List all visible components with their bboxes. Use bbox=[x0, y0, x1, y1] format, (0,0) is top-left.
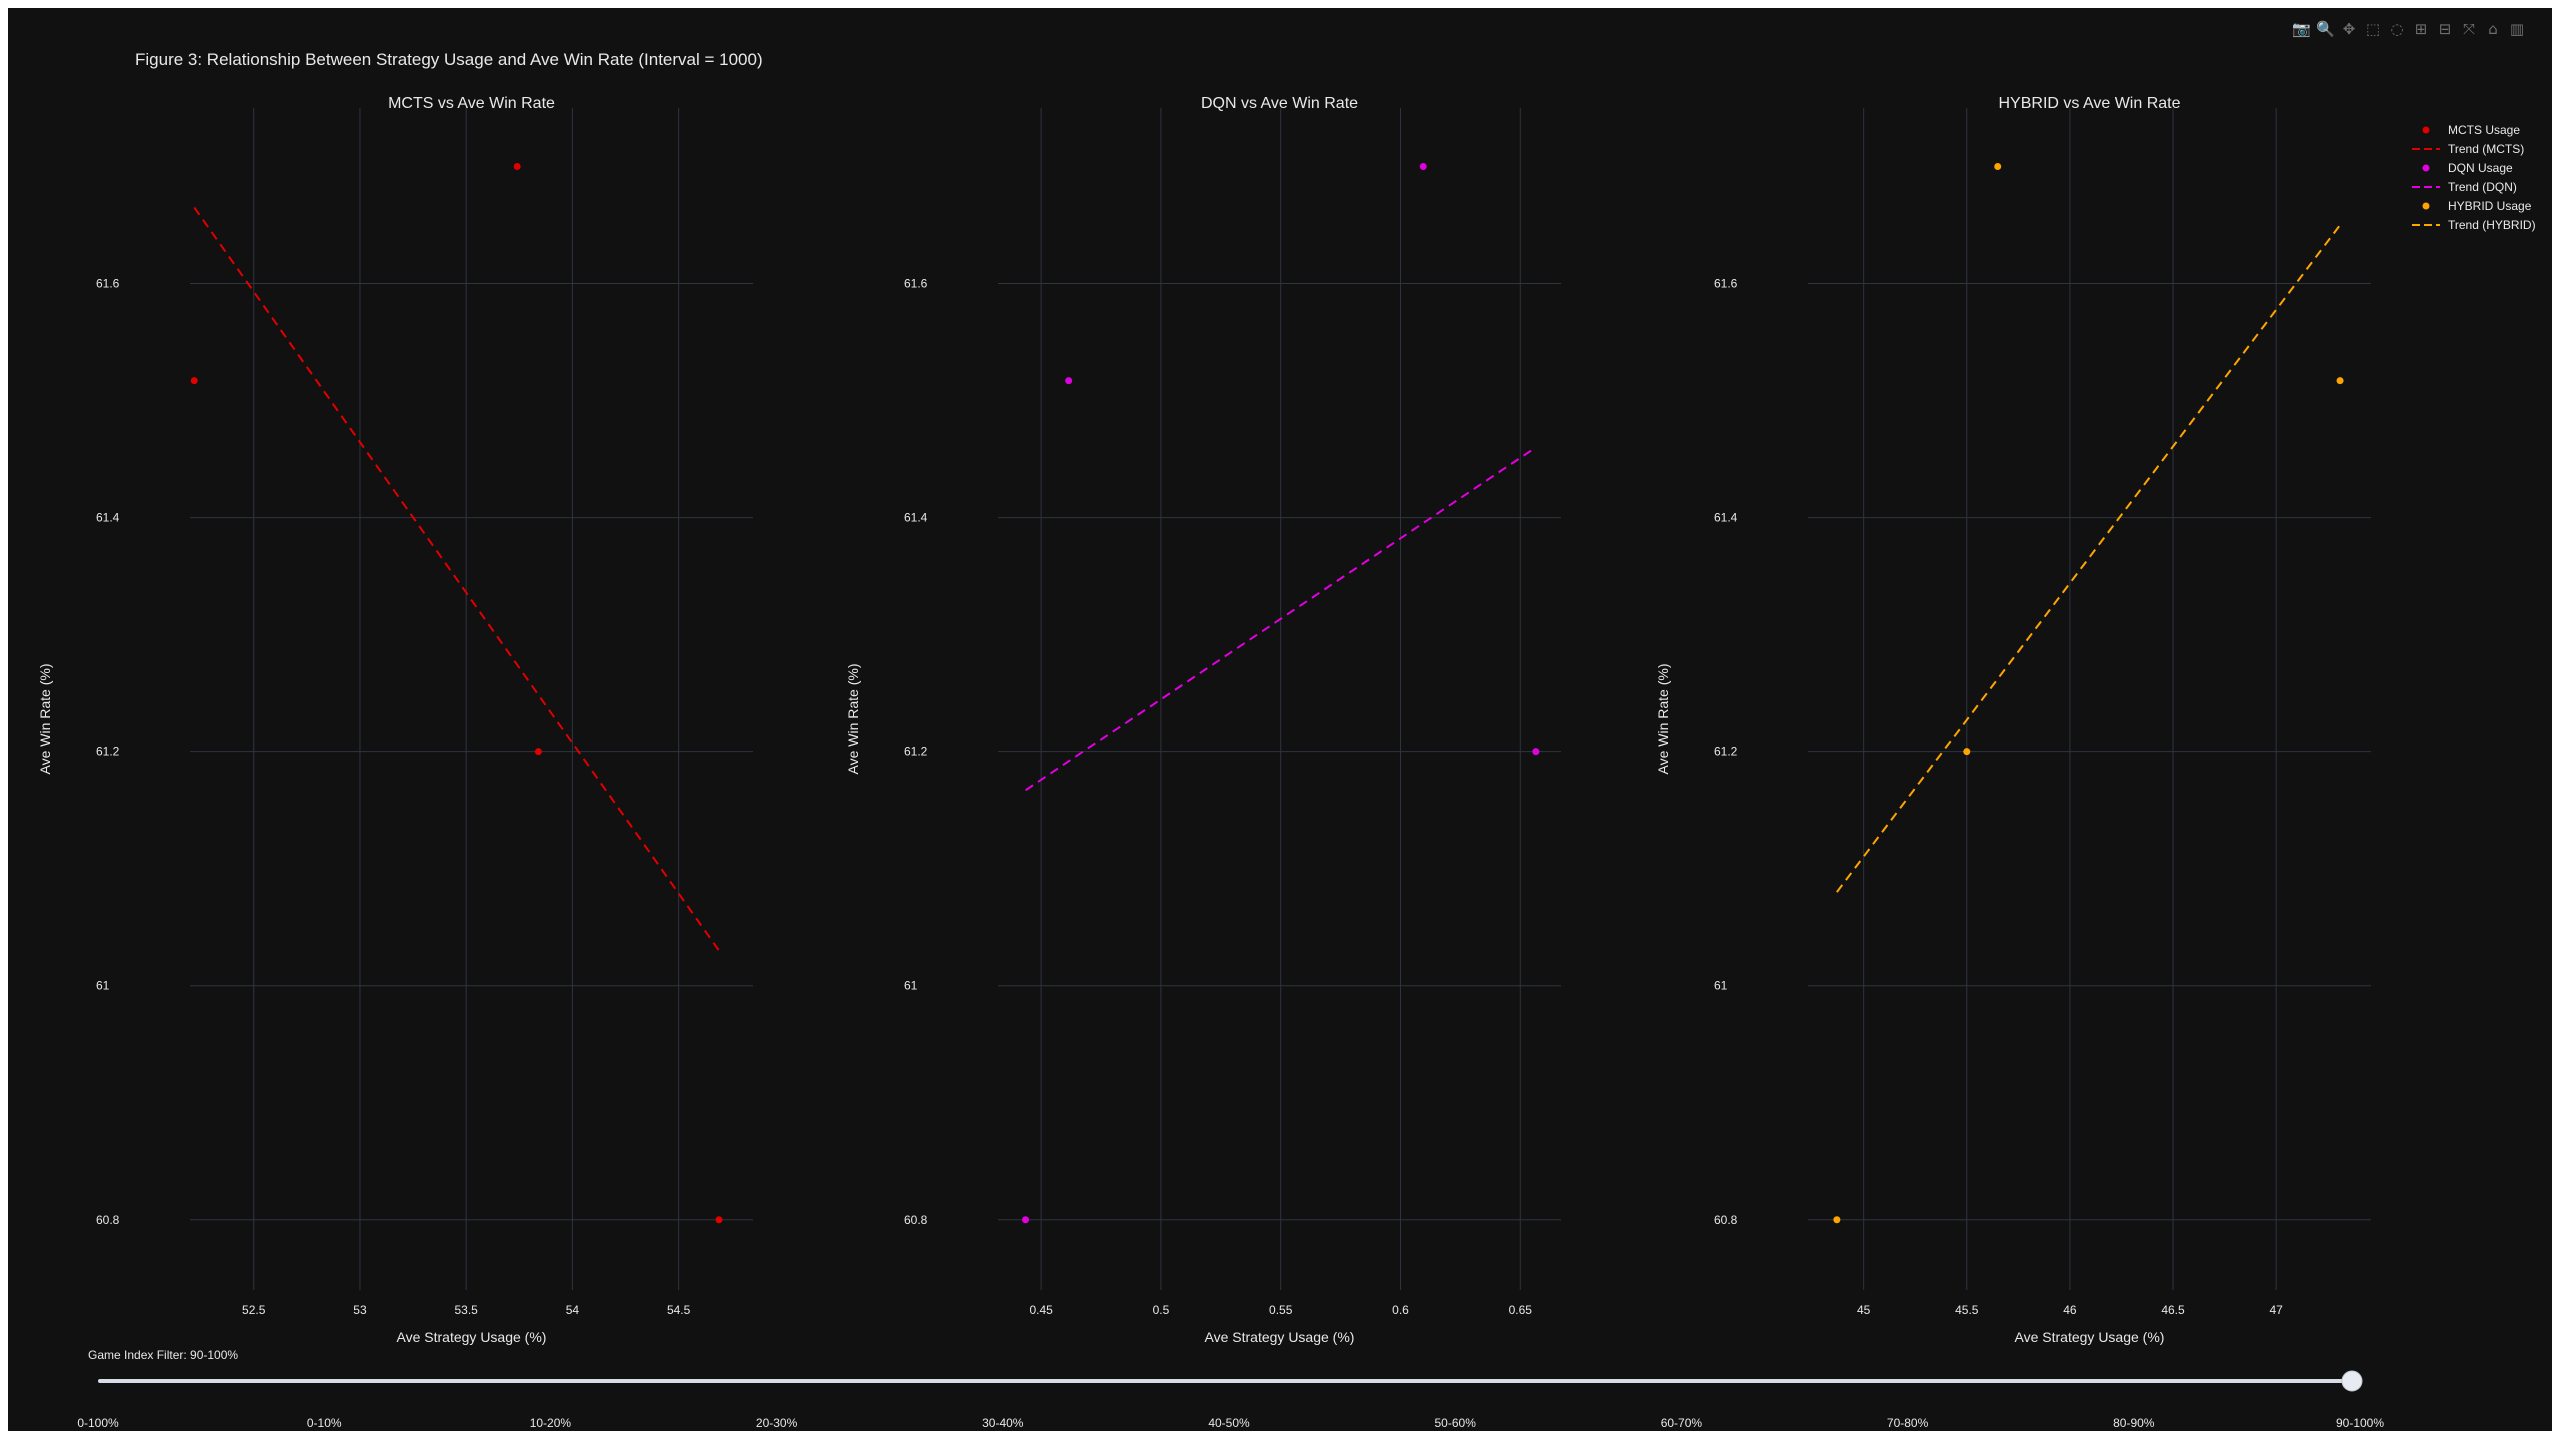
x-axis-title: Ave Strategy Usage (%) bbox=[2015, 1329, 2165, 1345]
data-point[interactable] bbox=[534, 748, 542, 756]
slider-step-label[interactable]: 70-80% bbox=[1887, 1416, 1929, 1430]
x-tick-label: 46 bbox=[2063, 1303, 2077, 1317]
y-tick-label: 61 bbox=[904, 979, 918, 993]
slider-step-label[interactable]: 80-90% bbox=[2113, 1416, 2155, 1430]
subplot-2: 45 45.5 46 46.5 47 60.8 61 61.2 61.4 61.6 HYBRID v… bbox=[1655, 95, 2371, 1345]
slider-step-label[interactable]: 50-60% bbox=[1435, 1416, 1477, 1430]
data-point[interactable] bbox=[190, 377, 198, 385]
x-tick-label: 0.65 bbox=[1509, 1303, 1533, 1317]
data-point[interactable] bbox=[2336, 377, 2344, 385]
y-tick-label: 61.6 bbox=[1714, 277, 1738, 291]
data-point[interactable] bbox=[1419, 163, 1427, 171]
subplot-title: MCTS vs Ave Win Rate bbox=[388, 95, 555, 112]
slider-rail[interactable] bbox=[98, 1379, 2352, 1383]
legend-marker bbox=[2422, 164, 2430, 172]
slider-step-label[interactable]: 20-30% bbox=[756, 1416, 798, 1430]
data-point[interactable] bbox=[1065, 377, 1073, 385]
x-tick-label: 54.5 bbox=[667, 1303, 691, 1317]
trend-line bbox=[1024, 446, 1537, 792]
reset-axes-icon[interactable]: ⌂ bbox=[2488, 20, 2498, 38]
legend-label: Trend (DQN) bbox=[2448, 180, 2517, 194]
legend[interactable]: MCTS Usage Trend (MCTS) DQN Usage Trend (DQ… bbox=[2412, 123, 2536, 232]
plotly-logo-icon[interactable]: ▥ bbox=[2509, 20, 2525, 38]
slider-step-label[interactable]: 90-100% bbox=[2336, 1416, 2384, 1430]
data-point[interactable] bbox=[715, 1216, 723, 1224]
subplot-0: 52.5 53 53.5 54 54.5 60.8 61 61.2 61.4 61.6 MCTS v… bbox=[37, 95, 753, 1345]
subplot-title: DQN vs Ave Win Rate bbox=[1201, 95, 1358, 112]
data-point[interactable] bbox=[1994, 163, 2002, 171]
legend-marker bbox=[2422, 126, 2430, 134]
y-tick-label: 61.2 bbox=[904, 745, 928, 759]
x-tick-label: 0.45 bbox=[1029, 1303, 1053, 1317]
x-tick-label: 45.5 bbox=[1955, 1303, 1979, 1317]
y-tick-label: 60.8 bbox=[904, 1213, 928, 1227]
slider-step-label[interactable]: 0-100% bbox=[77, 1416, 119, 1430]
trend-line bbox=[1836, 224, 2341, 893]
box-select-icon[interactable]: ⬚ bbox=[2365, 20, 2381, 38]
y-tick-label: 61.4 bbox=[96, 511, 120, 525]
x-axis-title: Ave Strategy Usage (%) bbox=[1205, 1329, 1355, 1345]
pan-icon[interactable]: ✥ bbox=[2342, 20, 2356, 38]
modebar: 📷 🔍 ✥ ⬚ ◌ ⊞ ⊟ ⤧ ⌂ ▥ bbox=[2292, 20, 2526, 38]
figure-frame: 📷 🔍 ✥ ⬚ ◌ ⊞ ⊟ ⤧ ⌂ ▥ Figure 3: Relationship Betwee… bbox=[8, 8, 2552, 1431]
data-point[interactable] bbox=[513, 163, 521, 171]
subplot-1: 0.45 0.5 0.55 0.6 0.65 60.8 61 61.2 61.4 61.6 DQN … bbox=[845, 95, 1561, 1345]
slider-step-label[interactable]: 30-40% bbox=[982, 1416, 1024, 1430]
x-tick-label: 52.5 bbox=[242, 1303, 266, 1317]
data-point[interactable] bbox=[1532, 748, 1540, 756]
slider-step-label[interactable]: 10-20% bbox=[530, 1416, 572, 1430]
x-tick-label: 46.5 bbox=[2161, 1303, 2185, 1317]
camera-icon[interactable]: 📷 bbox=[2292, 20, 2311, 38]
legend-label: HYBRID Usage bbox=[2448, 199, 2532, 213]
y-tick-label: 61.2 bbox=[1714, 745, 1738, 759]
x-tick-label: 45 bbox=[1857, 1303, 1871, 1317]
x-tick-label: 47 bbox=[2269, 1303, 2283, 1317]
y-tick-label: 61 bbox=[1714, 979, 1728, 993]
x-tick-label: 0.55 bbox=[1269, 1303, 1293, 1317]
y-tick-label: 61 bbox=[96, 979, 110, 993]
legend-label: Trend (HYBRID) bbox=[2448, 218, 2536, 232]
data-point[interactable] bbox=[1022, 1216, 1030, 1224]
x-tick-label: 0.6 bbox=[1392, 1303, 1409, 1317]
game-index-slider[interactable]: Game Index Filter: 90-100% 0-100% 0-10% 10… bbox=[77, 1348, 2384, 1430]
zoom-icon[interactable]: 🔍 bbox=[2316, 20, 2335, 38]
legend-label: DQN Usage bbox=[2448, 161, 2513, 175]
figure-title: Figure 3: Relationship Between Strategy … bbox=[135, 50, 763, 69]
y-tick-label: 61.2 bbox=[96, 745, 120, 759]
y-tick-label: 60.8 bbox=[1714, 1213, 1738, 1227]
y-tick-label: 61.6 bbox=[904, 277, 928, 291]
data-point[interactable] bbox=[1963, 748, 1971, 756]
legend-marker bbox=[2422, 202, 2430, 210]
zoom-in-icon[interactable]: ⊞ bbox=[2414, 20, 2428, 38]
y-tick-label: 61.6 bbox=[96, 277, 120, 291]
trend-line bbox=[193, 206, 720, 952]
subplot-title: HYBRID vs Ave Win Rate bbox=[1999, 95, 2181, 112]
autoscale-icon[interactable]: ⤧ bbox=[2462, 20, 2475, 38]
y-axis-title: Ave Win Rate (%) bbox=[37, 664, 53, 775]
y-tick-label: 61.4 bbox=[904, 511, 928, 525]
x-tick-label: 54 bbox=[566, 1303, 580, 1317]
x-axis-title: Ave Strategy Usage (%) bbox=[397, 1329, 547, 1345]
y-tick-label: 60.8 bbox=[96, 1213, 120, 1227]
x-tick-label: 53.5 bbox=[455, 1303, 479, 1317]
slider-handle[interactable] bbox=[2341, 1370, 2363, 1392]
zoom-out-icon[interactable]: ⊟ bbox=[2438, 20, 2452, 38]
x-tick-label: 0.5 bbox=[1153, 1303, 1170, 1317]
y-axis-title: Ave Win Rate (%) bbox=[1655, 664, 1671, 775]
legend-label: MCTS Usage bbox=[2448, 123, 2520, 137]
slider-step-label[interactable]: 0-10% bbox=[307, 1416, 342, 1430]
y-axis-title: Ave Win Rate (%) bbox=[845, 664, 861, 775]
chart-canvas: Figure 3: Relationship Between Strategy … bbox=[37, 50, 2536, 1430]
lasso-select-icon[interactable]: ◌ bbox=[2390, 20, 2404, 38]
x-tick-label: 53 bbox=[353, 1303, 367, 1317]
slider-step-label[interactable]: 40-50% bbox=[1208, 1416, 1250, 1430]
y-tick-label: 61.4 bbox=[1714, 511, 1738, 525]
data-point[interactable] bbox=[1833, 1216, 1841, 1224]
legend-label: Trend (MCTS) bbox=[2448, 142, 2524, 156]
slider-step-label[interactable]: 60-70% bbox=[1661, 1416, 1703, 1430]
slider-label: Game Index Filter: 90-100% bbox=[88, 1348, 238, 1362]
